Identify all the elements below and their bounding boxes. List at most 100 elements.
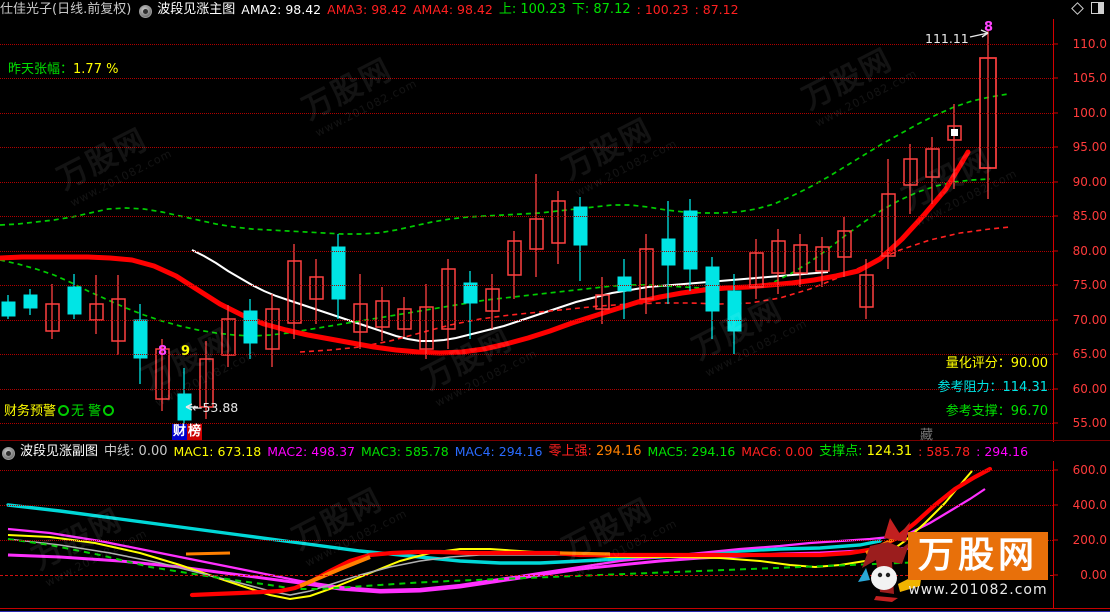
indicator-name[interactable]: 波段见涨主图 — [157, 2, 236, 17]
field-label: 零上强: — [548, 444, 592, 459]
symbol-title[interactable]: 仕佳光子(日线.前复权) — [0, 2, 132, 17]
sub-indicator-name[interactable]: 波段见涨副图 — [20, 444, 99, 459]
yesterday-change-label: 昨天张幅： — [8, 62, 74, 77]
candle — [793, 234, 808, 287]
sub-price-axis[interactable]: 600.0 400.0 200.0 0.00 — [1053, 461, 1110, 608]
candle — [815, 237, 830, 287]
field-value: 0.00 — [138, 444, 168, 459]
field-ama4: AMA4: 98.42 — [413, 0, 493, 19]
yesterday-change: 昨天张幅：1.77 % — [8, 58, 118, 77]
field-label: : — [976, 444, 981, 459]
axis-label: 105.0 — [1072, 71, 1107, 85]
candle — [837, 217, 852, 277]
field-label: MAC1: — [173, 444, 214, 459]
score-panel: 量化评分：90.00 参考阻力：114.31 参考支撑：96.70 — [937, 352, 1048, 424]
low-price-arrow — [185, 403, 198, 411]
candle — [133, 304, 148, 384]
support-label: 参考支撑： — [945, 404, 1011, 419]
field-label: : — [918, 444, 923, 459]
field-value: 100.23 — [520, 2, 566, 17]
upper-band-green-dashed — [0, 93, 1009, 235]
field-lower-echo: : 87.12 — [695, 0, 739, 19]
caibang-badge[interactable]: 财榜 — [172, 424, 203, 440]
field-label: MAC4: — [454, 444, 495, 459]
field-mac1: MAC1: 673.18 — [174, 442, 262, 461]
field-label: 支撑点: — [819, 444, 863, 459]
window-controls — [1071, 1, 1104, 15]
circle-green-icon — [58, 405, 70, 416]
field-value: 87.12 — [702, 2, 739, 17]
candle — [881, 159, 896, 269]
axis-label: 65.00 — [1072, 347, 1107, 361]
candle — [111, 275, 126, 355]
candle — [221, 305, 236, 367]
axis-label: 110.0 — [1072, 37, 1107, 51]
score-value: 90.00 — [1010, 356, 1048, 371]
field-value: 585.78 — [405, 444, 449, 459]
field-zhongxian: 中线: 0.00 — [104, 442, 167, 461]
field-value: 87.12 — [593, 2, 631, 17]
candle — [155, 339, 170, 411]
resistance-value: 114.31 — [1002, 380, 1049, 395]
field-label: AMA3: — [327, 2, 368, 17]
diamond-icon[interactable] — [1071, 1, 1084, 15]
candle — [23, 289, 38, 315]
field-ama2: AMA2: 98.42 — [241, 0, 321, 19]
sub-chart-header: 波段见涨副图 中线: 0.00 MAC1: 673.18 MAC2: 498.3… — [0, 442, 1110, 461]
candle — [375, 287, 390, 341]
resistance-label: 参考阻力： — [937, 380, 1003, 395]
sub-axis-label: 600.0 — [1072, 463, 1107, 477]
candle — [485, 274, 500, 329]
field-label: 上: — [498, 2, 517, 17]
price-axis[interactable]: 110.0 105.0 100.0 95.00 90.00 85.00 80.0… — [1053, 19, 1110, 442]
field-upper-echo: : 100.23 — [637, 0, 689, 19]
finance-warning-label: 财务预警 — [4, 404, 57, 419]
orange-highlight-seg — [185, 551, 231, 556]
candle — [683, 199, 698, 291]
circle-green-icon — [103, 405, 115, 416]
high-price-arrow — [969, 29, 989, 38]
field-label: MAC3: — [361, 444, 402, 459]
field-mac5: MAC5: 294.16 — [648, 442, 736, 461]
field-echo-1: : 585.78 — [918, 442, 970, 461]
candle — [441, 259, 456, 349]
brand-url: www.201082.com — [908, 582, 1048, 598]
field-zhichengdian: 支撑点: 124.31 — [819, 442, 912, 461]
main-chart-pane[interactable]: 8 9 8 — [0, 19, 1053, 442]
candle — [177, 368, 192, 424]
candle — [331, 234, 346, 319]
field-value: 124.31 — [866, 444, 913, 459]
field-value: 498.37 — [311, 444, 355, 459]
mid-red-dashed — [299, 226, 1011, 353]
candle — [903, 144, 918, 214]
green-dashed-lower-band — [7, 538, 1020, 590]
field-label: : — [636, 2, 641, 17]
score-row-support: 参考支撑：96.70 — [937, 400, 1048, 424]
candle — [45, 284, 60, 339]
zang-label: 藏 — [920, 428, 934, 443]
axis-label: 70.00 — [1072, 313, 1107, 327]
mascot-icon — [840, 512, 940, 602]
candle — [859, 259, 874, 319]
finance-warning-value: 无 警 — [71, 404, 102, 419]
candle — [529, 174, 544, 277]
axis-label: 80.00 — [1072, 244, 1107, 258]
finance-warning: 财务预警无 警 — [4, 400, 116, 419]
candle — [947, 104, 962, 189]
panel-icon[interactable] — [1091, 2, 1104, 14]
gear-icon[interactable] — [2, 447, 15, 460]
candle — [617, 259, 632, 319]
field-value: 585.78 — [926, 444, 971, 459]
field-mac3: MAC3: 585.78 — [361, 442, 449, 461]
candle — [463, 271, 478, 339]
axis-label: 100.0 — [1072, 106, 1107, 120]
candle — [243, 299, 258, 359]
field-value: 294.16 — [691, 444, 736, 459]
axis-label: 55.00 — [1072, 416, 1107, 430]
low-price-label: ←53.88 — [192, 400, 239, 415]
gear-icon[interactable] — [139, 5, 153, 18]
candlestick-series — [1, 29, 997, 424]
candle — [639, 234, 654, 314]
orange-highlight-seg — [559, 551, 611, 556]
candle — [705, 257, 720, 339]
